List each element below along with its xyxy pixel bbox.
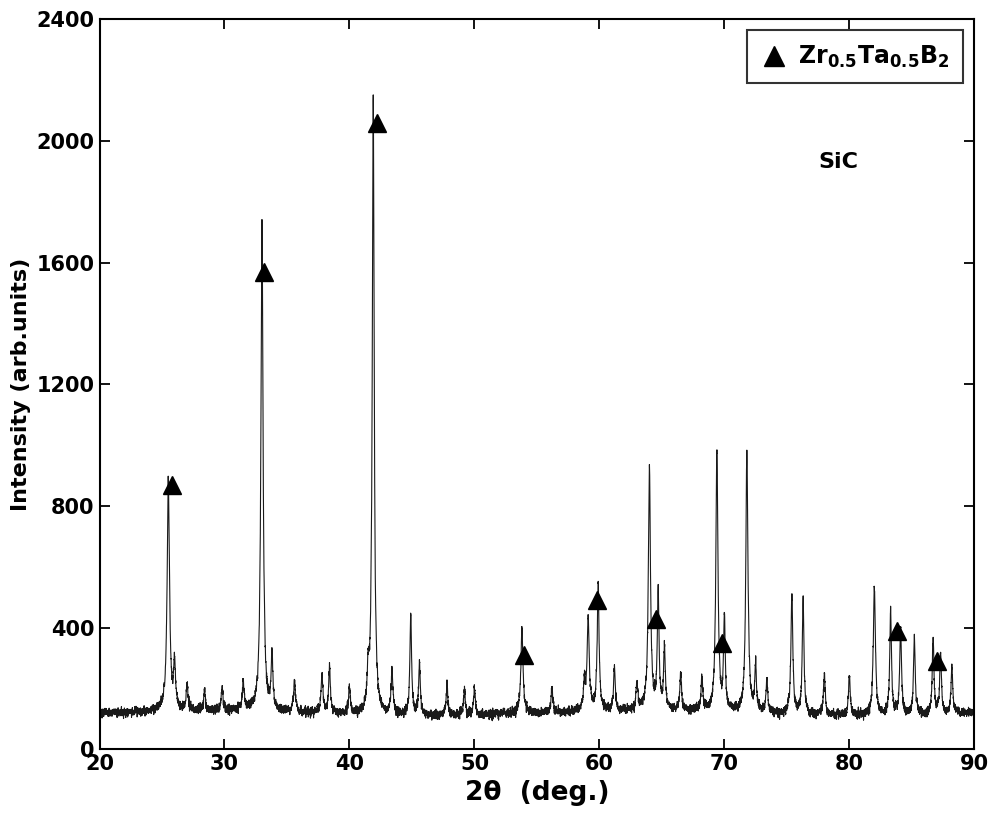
Y-axis label: Intensity (arb.units): Intensity (arb.units) (11, 257, 31, 511)
X-axis label: 2θ  (deg.): 2θ (deg.) (465, 780, 609, 806)
Text: SiC: SiC (819, 151, 859, 172)
Legend: $\mathbf{Zr_{0.5}Ta_{0.5}B_2}$: $\mathbf{Zr_{0.5}Ta_{0.5}B_2}$ (747, 30, 963, 83)
